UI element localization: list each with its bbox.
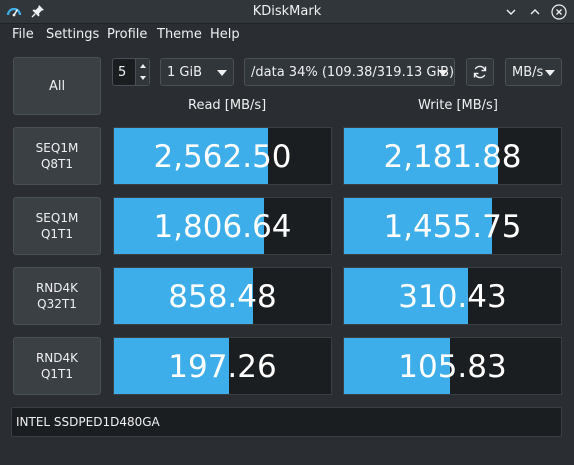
test-params: Q1T1 xyxy=(40,227,74,241)
spin-arrows xyxy=(135,59,149,85)
spin-down-icon[interactable] xyxy=(139,74,147,82)
test-name: SEQ1M xyxy=(35,141,79,155)
unit-select[interactable]: MB/s xyxy=(505,58,562,86)
chevron-down-icon xyxy=(545,70,555,76)
write-result: 2,181.88 xyxy=(343,127,562,185)
target-select[interactable]: /data 34% (109.38/319.13 GiB) xyxy=(244,58,455,86)
all-tests-button[interactable]: All xyxy=(13,57,101,115)
gauge-icon xyxy=(6,4,22,20)
pin-icon[interactable] xyxy=(30,3,46,19)
maximize-icon[interactable] xyxy=(526,3,544,21)
read-result: 1,806.64 xyxy=(113,197,332,255)
write-value: 105.83 xyxy=(398,349,507,385)
chevron-down-icon xyxy=(438,70,448,76)
test-params: Q32T1 xyxy=(37,297,77,311)
minimize-icon[interactable] xyxy=(502,3,520,21)
write-bar xyxy=(344,268,468,324)
device-name-field[interactable]: INTEL SSDPED1D480GA xyxy=(11,407,562,437)
write-column-header: Write [MB/s] xyxy=(418,98,498,113)
menu-profile[interactable]: Profile xyxy=(107,27,148,42)
loops-spinbox[interactable]: 5 xyxy=(112,58,150,86)
menu-file[interactable]: File xyxy=(12,27,34,42)
test-button-seq1m-q1t1[interactable]: SEQ1M Q1T1 xyxy=(13,197,101,255)
refresh-icon xyxy=(473,65,487,79)
size-select[interactable]: 1 GiB xyxy=(160,58,234,86)
write-result: 105.83 xyxy=(343,337,562,395)
read-value: 1,806.64 xyxy=(153,209,292,245)
menu-bar: File Settings Profile Theme Help xyxy=(0,24,574,46)
test-button-rnd4k-q32t1[interactable]: RND4K Q32T1 xyxy=(13,267,101,325)
test-params: Q1T1 xyxy=(40,367,74,381)
write-value: 310.43 xyxy=(398,279,507,315)
unit-value: MB/s xyxy=(512,65,544,80)
read-result: 2,562.50 xyxy=(113,127,332,185)
read-result: 197.26 xyxy=(113,337,332,395)
read-bar xyxy=(114,338,229,394)
write-result: 310.43 xyxy=(343,267,562,325)
write-bar xyxy=(344,198,492,254)
test-params: Q8T1 xyxy=(40,157,74,171)
read-value: 858.48 xyxy=(168,279,277,315)
menu-theme[interactable]: Theme xyxy=(157,27,202,42)
read-value: 197.26 xyxy=(168,349,277,385)
read-bar xyxy=(114,128,269,184)
write-value: 2,181.88 xyxy=(383,139,522,175)
target-value: /data 34% (109.38/319.13 GiB) xyxy=(251,65,455,80)
write-value: 1,455.75 xyxy=(383,209,522,245)
test-name: SEQ1M xyxy=(35,211,79,225)
loops-value: 5 xyxy=(118,65,127,80)
read-column-header: Read [MB/s] xyxy=(188,98,267,113)
menu-help[interactable]: Help xyxy=(210,27,240,42)
write-bar xyxy=(344,338,451,394)
spin-up-icon[interactable] xyxy=(139,62,147,70)
read-bar xyxy=(114,198,264,254)
read-value: 2,562.50 xyxy=(153,139,292,175)
test-name: RND4K xyxy=(35,281,79,295)
refresh-button[interactable] xyxy=(466,58,494,86)
read-result: 858.48 xyxy=(113,267,332,325)
size-value: 1 GiB xyxy=(167,65,203,80)
window-title: KDiskMark xyxy=(252,4,322,19)
close-icon[interactable] xyxy=(550,3,568,21)
write-result: 1,455.75 xyxy=(343,197,562,255)
write-bar xyxy=(344,128,499,184)
chevron-down-icon xyxy=(217,70,227,76)
menu-settings[interactable]: Settings xyxy=(46,27,100,42)
title-bar: KDiskMark xyxy=(0,0,574,24)
test-button-rnd4k-q1t1[interactable]: RND4K Q1T1 xyxy=(13,337,101,395)
test-button-seq1m-q8t1[interactable]: SEQ1M Q8T1 xyxy=(13,127,101,185)
read-bar xyxy=(114,268,253,324)
test-name: RND4K xyxy=(35,351,79,365)
